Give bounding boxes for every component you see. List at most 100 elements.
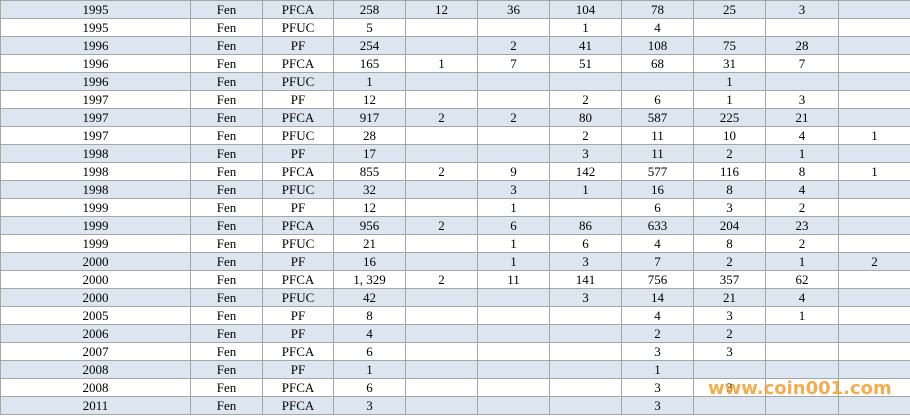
table-cell — [549, 342, 622, 361]
table-cell — [838, 36, 910, 55]
table-cell: Fen — [190, 36, 263, 55]
table-cell — [838, 90, 910, 109]
table-row: 2000 Fen PFCA 1, 329 2 11 141 756 357 62 — [0, 270, 910, 289]
table-cell: 1 — [405, 54, 478, 73]
table-cell: Fen — [190, 198, 263, 217]
table-cell: PF — [262, 324, 334, 343]
table-cell: 3 — [765, 0, 839, 19]
table-cell: 2000 — [0, 252, 191, 271]
table-row: 2000 Fen PFUC 42 3 14 21 4 — [0, 288, 910, 307]
table-cell — [405, 180, 478, 199]
table-cell: 756 — [621, 270, 694, 289]
table-cell — [477, 18, 550, 37]
table-cell: Fen — [190, 0, 263, 19]
table-cell: 6 — [333, 378, 406, 397]
table-cell: Fen — [190, 144, 263, 163]
table-cell: Fen — [190, 324, 263, 343]
table-cell: Fen — [190, 396, 263, 415]
table-cell: 2000 — [0, 270, 191, 289]
table-cell: 2 — [405, 108, 478, 127]
table-cell: 4 — [765, 180, 839, 199]
table-cell: 86 — [549, 216, 622, 235]
table-cell: 36 — [477, 0, 550, 19]
table-cell: PF — [262, 36, 334, 55]
table-cell: PFUC — [262, 288, 334, 307]
table-row: 1997 Fen PFCA 917 2 2 80 587 225 21 — [0, 108, 910, 127]
table-cell: PFCA — [262, 108, 334, 127]
table-cell: 21 — [693, 288, 766, 307]
table-cell: 4 — [621, 18, 694, 37]
table-cell — [838, 144, 910, 163]
table-cell: 8 — [693, 234, 766, 253]
table-cell: 23 — [765, 216, 839, 235]
table-cell: 7 — [477, 54, 550, 73]
table-cell: 2 — [765, 234, 839, 253]
table-row: 1999 Fen PF 12 1 6 3 2 — [0, 198, 910, 217]
table-cell — [405, 144, 478, 163]
table-cell: 75 — [693, 36, 766, 55]
table-cell — [405, 198, 478, 217]
table-cell — [477, 72, 550, 91]
table-cell — [838, 54, 910, 73]
table-cell: 4 — [765, 288, 839, 307]
table-cell: 2006 — [0, 324, 191, 343]
table-cell — [405, 324, 478, 343]
table-cell — [838, 234, 910, 253]
table-cell: 6 — [621, 90, 694, 109]
table-cell — [405, 234, 478, 253]
watermark: www.coin001.com — [708, 378, 892, 399]
table-cell: 5 — [333, 18, 406, 37]
table-cell — [549, 378, 622, 397]
table-cell: 21 — [765, 108, 839, 127]
table-cell — [838, 270, 910, 289]
table-cell — [477, 378, 550, 397]
table-row: 2005 Fen PF 8 4 3 1 — [0, 306, 910, 325]
table-cell: 1998 — [0, 162, 191, 181]
table-cell: 1996 — [0, 36, 191, 55]
table-cell — [405, 126, 478, 145]
table-row: 1999 Fen PFUC 21 1 6 4 8 2 — [0, 234, 910, 253]
table-cell: Fen — [190, 270, 263, 289]
table-cell: 1997 — [0, 90, 191, 109]
table-row: 1999 Fen PFCA 956 2 6 86 633 204 23 — [0, 216, 910, 235]
table-cell — [693, 18, 766, 37]
table-cell: Fen — [190, 234, 263, 253]
table-cell: PFUC — [262, 18, 334, 37]
table-cell: Fen — [190, 90, 263, 109]
table-cell: 3 — [549, 288, 622, 307]
table-cell — [405, 360, 478, 379]
table-cell: PFCA — [262, 396, 334, 415]
table-cell — [477, 90, 550, 109]
table-cell: 3 — [333, 396, 406, 415]
table-cell: 2005 — [0, 306, 191, 325]
table-cell: 68 — [621, 54, 694, 73]
table-cell: 3 — [693, 342, 766, 361]
table-cell: 3 — [621, 342, 694, 361]
table-cell: Fen — [190, 378, 263, 397]
table-cell — [765, 72, 839, 91]
table-cell — [405, 36, 478, 55]
table-cell — [838, 72, 910, 91]
table-cell: Fen — [190, 288, 263, 307]
table-cell: 1 — [621, 360, 694, 379]
table-cell: PF — [262, 144, 334, 163]
table-cell — [477, 396, 550, 415]
table-cell: 16 — [621, 180, 694, 199]
table-cell: PFCA — [262, 0, 334, 19]
table-cell: 2 — [405, 162, 478, 181]
table-cell: 1997 — [0, 108, 191, 127]
table-cell: 41 — [549, 36, 622, 55]
table-cell: 917 — [333, 108, 406, 127]
table-cell: Fen — [190, 126, 263, 145]
table-cell: 204 — [693, 216, 766, 235]
table-row: 1996 Fen PF 254 2 41 108 75 28 — [0, 36, 910, 55]
table-cell: 1 — [693, 90, 766, 109]
table-cell: 17 — [333, 144, 406, 163]
table-cell: 2 — [765, 198, 839, 217]
table-cell: 62 — [765, 270, 839, 289]
table-cell: PF — [262, 90, 334, 109]
table-cell: 3 — [477, 180, 550, 199]
table-cell: Fen — [190, 180, 263, 199]
table-cell — [405, 252, 478, 271]
